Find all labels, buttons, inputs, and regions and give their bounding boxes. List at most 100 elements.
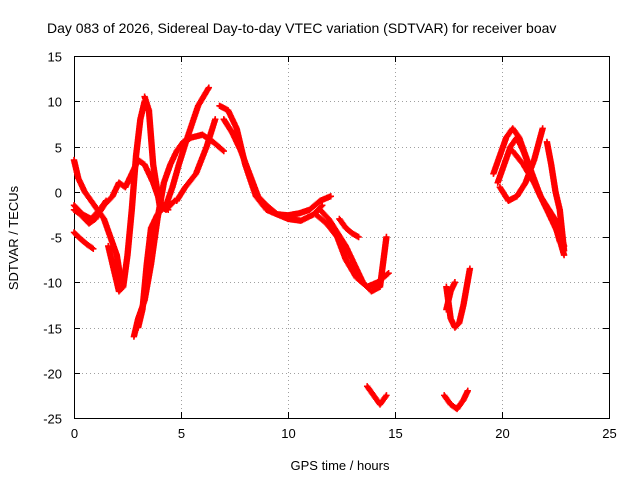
data-point — [92, 247, 95, 250]
data-point — [111, 195, 114, 198]
data-point — [511, 127, 514, 130]
y-tick-label: -15 — [43, 322, 62, 337]
x-tick-label: 15 — [388, 426, 402, 441]
data-point — [558, 208, 561, 212]
series-markers — [70, 156, 125, 286]
data-point — [445, 308, 448, 311]
data-point — [466, 389, 469, 393]
data-point — [550, 163, 553, 166]
data-point — [502, 163, 506, 166]
series-arc-b — [70, 156, 125, 286]
data-point — [515, 136, 519, 139]
y-axis-label: SDTVAR / TECUs — [6, 185, 21, 290]
data-point — [558, 240, 561, 243]
data-point — [321, 204, 324, 207]
series-arc-v — [543, 138, 568, 254]
data-point — [72, 158, 76, 162]
data-point — [177, 163, 181, 166]
data-point — [338, 217, 341, 221]
data-point — [378, 285, 382, 288]
data-point — [113, 272, 116, 275]
data-point — [554, 190, 557, 193]
data-point — [214, 118, 217, 121]
series-arc-w — [509, 147, 563, 245]
data-point — [149, 262, 153, 266]
x-tick-label: 0 — [71, 426, 78, 441]
data-point — [370, 290, 373, 293]
data-point — [104, 199, 108, 202]
data-point — [453, 281, 457, 284]
data-point — [545, 140, 549, 144]
series-markers — [312, 211, 392, 290]
data-point — [85, 243, 89, 246]
data-point — [318, 199, 322, 202]
data-point — [385, 394, 388, 397]
chart-title: Day 083 of 2026, Sidereal Day-to-day VTE… — [47, 20, 556, 36]
series-markers — [216, 102, 334, 219]
data-point — [211, 140, 215, 144]
series-arc-n — [336, 215, 362, 241]
data-point — [175, 199, 178, 202]
data-point — [458, 321, 461, 325]
data-point — [496, 181, 499, 184]
data-point — [351, 232, 354, 235]
data-point — [357, 235, 360, 239]
data-point — [231, 131, 234, 135]
series-arc-c — [70, 197, 110, 223]
data-point — [562, 253, 566, 257]
data-point — [134, 154, 138, 157]
data-point — [327, 217, 330, 221]
data-point — [194, 172, 198, 175]
data-point — [543, 204, 546, 207]
data-point — [222, 118, 225, 121]
data-point — [72, 204, 76, 207]
data-point — [344, 258, 347, 261]
data-point — [115, 253, 119, 257]
data-point — [207, 86, 211, 89]
data-point — [235, 127, 238, 130]
data-point — [344, 226, 347, 230]
data-point — [505, 136, 508, 139]
data-point — [329, 195, 332, 198]
data-point — [511, 149, 514, 153]
data-point — [443, 394, 446, 397]
y-tick-label: -20 — [43, 367, 62, 382]
data-point — [449, 317, 452, 320]
data-point — [299, 219, 303, 222]
data-point — [117, 290, 121, 293]
data-point — [196, 104, 200, 107]
data-point — [72, 231, 76, 234]
data-point — [218, 104, 221, 107]
data-point — [151, 163, 155, 166]
data-point — [524, 181, 527, 184]
data-point — [507, 199, 510, 202]
data-point — [336, 235, 339, 239]
data-point — [124, 186, 127, 189]
series-markers — [135, 84, 213, 331]
data-point — [541, 127, 544, 130]
data-point — [130, 208, 133, 212]
data-point — [325, 222, 328, 225]
series-arc-r — [441, 387, 471, 413]
data-point — [79, 237, 82, 241]
x-axis-label: GPS time / hours — [291, 458, 390, 473]
data-point — [89, 217, 93, 221]
data-point — [353, 262, 356, 266]
data-point — [156, 213, 159, 216]
data-point — [365, 285, 369, 288]
data-point — [449, 403, 452, 406]
data-point — [462, 398, 465, 402]
data-point — [552, 217, 555, 221]
data-point — [286, 217, 290, 221]
data-point — [532, 158, 536, 162]
series-arc-g — [135, 84, 213, 331]
series-arc-d — [70, 229, 97, 252]
data-point — [385, 235, 388, 239]
data-point — [344, 244, 347, 248]
data-point — [126, 253, 129, 257]
y-tick-label: -5 — [50, 231, 62, 246]
data-point — [132, 335, 136, 338]
data-point — [141, 308, 144, 311]
data-point — [145, 262, 148, 266]
